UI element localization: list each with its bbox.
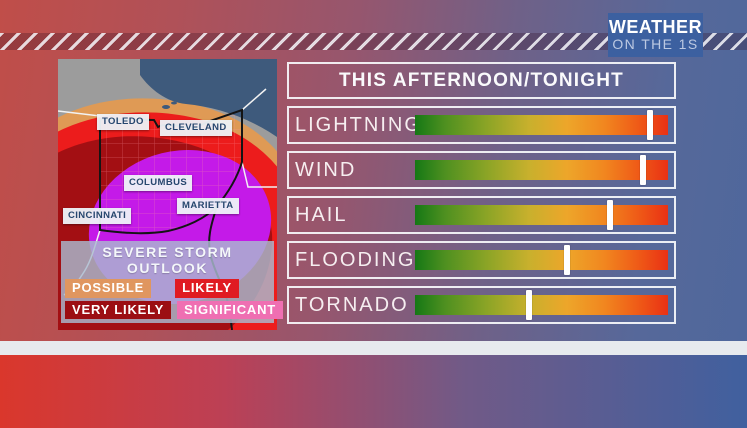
row-label: HAIL xyxy=(295,204,348,226)
logo-line2: ON THE 1S xyxy=(612,36,699,53)
row-label: TORNADO xyxy=(295,294,409,316)
legend-badge-possible: POSSIBLE xyxy=(65,279,152,298)
severity-row-tornado: TORNADO xyxy=(287,286,676,324)
severity-panel: THIS AFTERNOON/TONIGHT LIGHTNING WIND HA… xyxy=(287,62,676,324)
severity-marker xyxy=(563,245,570,275)
city-label-marietta: MARIETTA xyxy=(177,198,239,214)
severity-row-flooding: FLOODING xyxy=(287,241,676,279)
row-label: FLOODING xyxy=(295,249,416,271)
severity-gradient-bar xyxy=(415,290,668,320)
severity-row-lightning: LIGHTNING xyxy=(287,106,676,144)
bottom-gradient-band xyxy=(0,355,747,428)
legend-badge-likely: LIKELY xyxy=(175,279,239,298)
panel-title: THIS AFTERNOON/TONIGHT xyxy=(287,62,676,99)
city-label-toledo: TOLEDO xyxy=(97,114,149,130)
legend-badge-significant: SIGNIFICANT xyxy=(177,300,283,319)
weather-on-the-1s-logo: WEATHER ON THE 1S xyxy=(608,13,703,57)
severe-storm-outlook-map: TOLEDO CLEVELAND COLUMBUS MARIETTA CINCI… xyxy=(58,59,283,330)
city-label-cleveland: CLEVELAND xyxy=(160,120,232,136)
severity-marker xyxy=(639,155,646,185)
row-label: LIGHTNING xyxy=(295,114,422,136)
severity-gradient-bar xyxy=(415,200,668,230)
severity-gradient-bar xyxy=(415,245,668,275)
city-label-cincinnati: CINCINNATI xyxy=(63,208,132,224)
severity-row-wind: WIND xyxy=(287,151,676,189)
storm-outlook-legend: SEVERE STORM OUTLOOK POSSIBLE LIKELY VER… xyxy=(61,241,283,323)
severity-marker xyxy=(647,110,654,140)
diagonal-stripe-band xyxy=(0,33,747,50)
row-label: WIND xyxy=(295,159,357,181)
legend-badge-very-likely: VERY LIKELY xyxy=(65,300,172,319)
severity-gradient-bar xyxy=(415,110,668,140)
severity-gradient-bar xyxy=(415,155,668,185)
lower-divider-band xyxy=(0,341,747,355)
severity-marker xyxy=(525,290,532,320)
severity-marker xyxy=(606,200,613,230)
city-label-columbus: COLUMBUS xyxy=(124,175,193,191)
legend-title: SEVERE STORM OUTLOOK xyxy=(102,244,233,277)
severity-row-hail: HAIL xyxy=(287,196,676,234)
logo-line1: WEATHER xyxy=(608,17,703,38)
